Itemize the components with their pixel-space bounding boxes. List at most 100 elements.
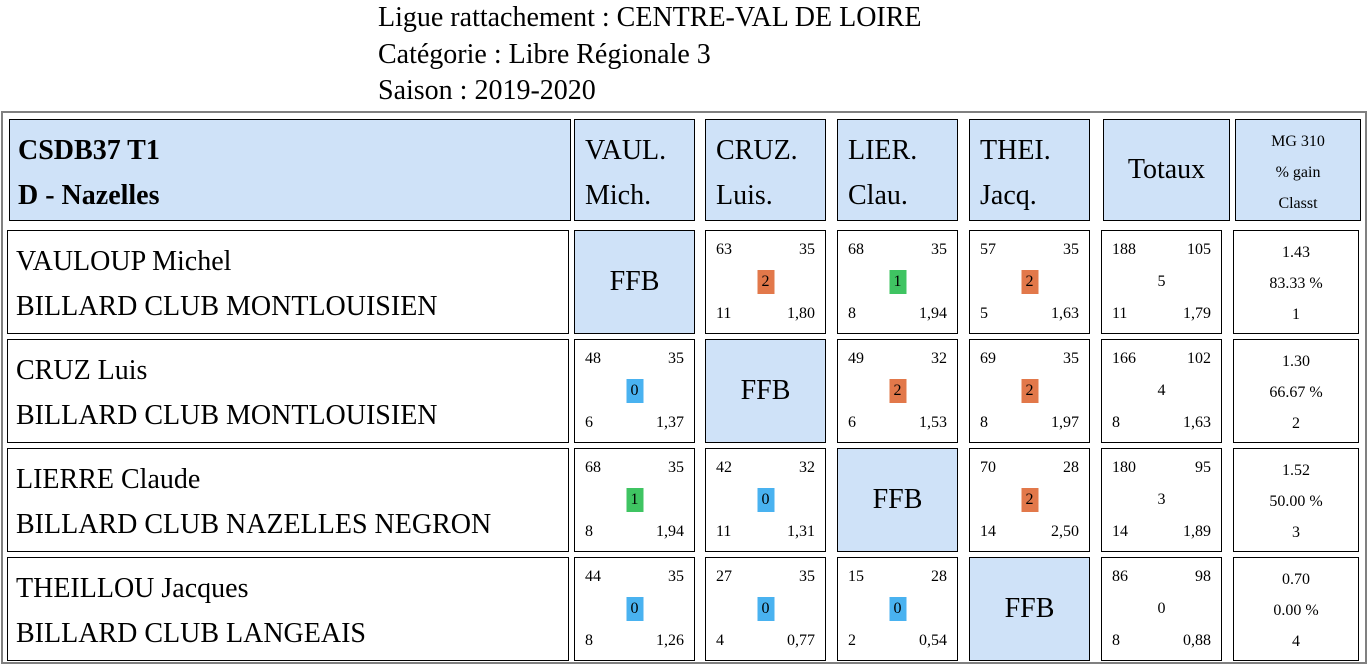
gain-value: 66.67 %: [1269, 384, 1323, 401]
distance: 98: [1195, 568, 1211, 585]
mg-value: 1.43: [1282, 244, 1310, 261]
player-club: BILLARD CLUB NAZELLES NEGRON: [16, 509, 492, 540]
corner-cell: CSDB37 T1 D - Nazelles: [8, 118, 572, 222]
page-header: Ligue rattachement : CENTRE-VAL DE LOIRE…: [378, 0, 922, 110]
mg-value: 0.70: [1282, 571, 1310, 588]
moyenne: 0,77: [787, 632, 815, 649]
player-club: BILLARD CLUB MONTLOUISIEN: [16, 400, 438, 431]
gain-value: 50.00 %: [1269, 493, 1323, 510]
reprises: 5: [980, 305, 988, 322]
reprises: 11: [1112, 305, 1128, 322]
points-scored: 68: [848, 241, 864, 258]
col-header: VAUL. Mich.: [573, 118, 696, 222]
moyenne: 1,63: [1051, 305, 1079, 322]
distance: 35: [931, 241, 947, 258]
ffb-label: FFB: [740, 375, 791, 406]
player-club: BILLARD CLUB MONTLOUISIEN: [16, 291, 438, 322]
moyenne: 1,53: [919, 414, 947, 431]
categorie-line: Catégorie : Libre Régionale 3: [378, 38, 711, 70]
match-cell: 57 35 5 1,63 2: [968, 229, 1091, 335]
ligue-line: Ligue rattachement : CENTRE-VAL DE LOIRE: [378, 2, 922, 33]
reprises: 4: [716, 632, 724, 649]
mg-value: 1.30: [1282, 353, 1310, 370]
points-scored: 44: [585, 568, 601, 585]
match-cell: 69 35 8 1,97 2: [968, 338, 1091, 444]
totals-cell: 86 98 8 0,88 0: [1100, 556, 1223, 662]
points-scored: 63: [716, 241, 732, 258]
totaux-label: Totaux: [1127, 154, 1206, 185]
moyenne: 1,80: [787, 305, 815, 322]
ffb-label: FFB: [1004, 593, 1055, 624]
saison-line: Saison : 2019-2020: [378, 75, 596, 106]
moyenne: 1,79: [1183, 305, 1211, 322]
distance: 35: [1063, 241, 1079, 258]
ffb-cell: FFB: [704, 338, 827, 444]
col-header: LIER. Clau.: [836, 118, 959, 222]
player-club: BILLARD CLUB LANGEAIS: [16, 618, 366, 649]
col-header-line2: Luis.: [716, 180, 773, 211]
classt-value: 1: [1292, 306, 1300, 323]
points-scored: 86: [1112, 568, 1128, 585]
reprises: 11: [716, 305, 732, 322]
points-scored: 180: [1112, 459, 1136, 476]
points-scored: 68: [585, 459, 601, 476]
total-points: 3: [1157, 491, 1166, 508]
match-points-badge: 1: [889, 270, 906, 294]
gain-value: 0.00 %: [1273, 602, 1319, 619]
distance: 102: [1187, 350, 1211, 367]
mg-header: MG 310 % gain Classt: [1234, 118, 1362, 222]
distance: 28: [931, 568, 947, 585]
match-points-badge: 0: [757, 597, 774, 621]
reprises: 6: [585, 414, 593, 431]
col-header: THEI. Jacq.: [968, 118, 1091, 222]
distance: 32: [931, 350, 947, 367]
player-cell: VAULOUP Michel BILLARD CLUB MONTLOUISIEN: [6, 229, 570, 335]
reprises: 8: [585, 523, 593, 540]
points-scored: 48: [585, 350, 601, 367]
match-points-badge: 0: [757, 488, 774, 512]
distance: 28: [1063, 459, 1079, 476]
player-cell: CRUZ Luis BILLARD CLUB MONTLOUISIEN: [6, 338, 570, 444]
distance: 105: [1187, 241, 1211, 258]
match-points-badge: 2: [757, 270, 774, 294]
ffb-cell: FFB: [968, 556, 1091, 662]
col-header-line1: LIER.: [848, 135, 918, 166]
reprises: 2: [848, 632, 856, 649]
points-scored: 69: [980, 350, 996, 367]
mg-label: MG 310: [1271, 133, 1325, 150]
ffb-cell: FFB: [573, 229, 696, 335]
distance: 35: [668, 350, 684, 367]
moyenne: 0,54: [919, 632, 947, 649]
moyenne: 2,50: [1051, 523, 1079, 540]
result-cell: 1.30 66.67 % 2: [1232, 338, 1360, 444]
result-cell: 1.52 50.00 % 3: [1232, 447, 1360, 553]
reprises: 14: [1112, 523, 1128, 540]
moyenne: 1,94: [919, 305, 947, 322]
reprises: 11: [716, 523, 732, 540]
match-cell: 42 32 11 1,31 0: [704, 447, 827, 553]
points-scored: 188: [1112, 241, 1136, 258]
poule-title: CSDB37 T1: [18, 135, 160, 166]
total-points: 5: [1157, 273, 1166, 290]
classt-value: 3: [1292, 524, 1300, 541]
distance: 35: [799, 241, 815, 258]
match-points-badge: 1: [626, 488, 643, 512]
totaux-header: Totaux: [1102, 118, 1231, 222]
points-scored: 15: [848, 568, 864, 585]
match-points-badge: 2: [1021, 270, 1038, 294]
moyenne: 1,97: [1051, 414, 1079, 431]
distance: 35: [799, 568, 815, 585]
results-table: CSDB37 T1 D - Nazelles Totaux MG 310 % g…: [1, 111, 1367, 664]
moyenne: 1,26: [656, 632, 684, 649]
match-cell: 68 35 8 1,94 1: [573, 447, 696, 553]
totals-cell: 188 105 11 1,79 5: [1100, 229, 1223, 335]
col-header-line1: CRUZ.: [716, 135, 798, 166]
points-scored: 57: [980, 241, 996, 258]
reprises: 8: [585, 632, 593, 649]
match-points-badge: 0: [626, 379, 643, 403]
reprises: 8: [1112, 414, 1120, 431]
reprises: 8: [980, 414, 988, 431]
result-cell: 1.43 83.33 % 1: [1232, 229, 1360, 335]
moyenne: 1,89: [1183, 523, 1211, 540]
classt-label: Classt: [1278, 195, 1318, 212]
